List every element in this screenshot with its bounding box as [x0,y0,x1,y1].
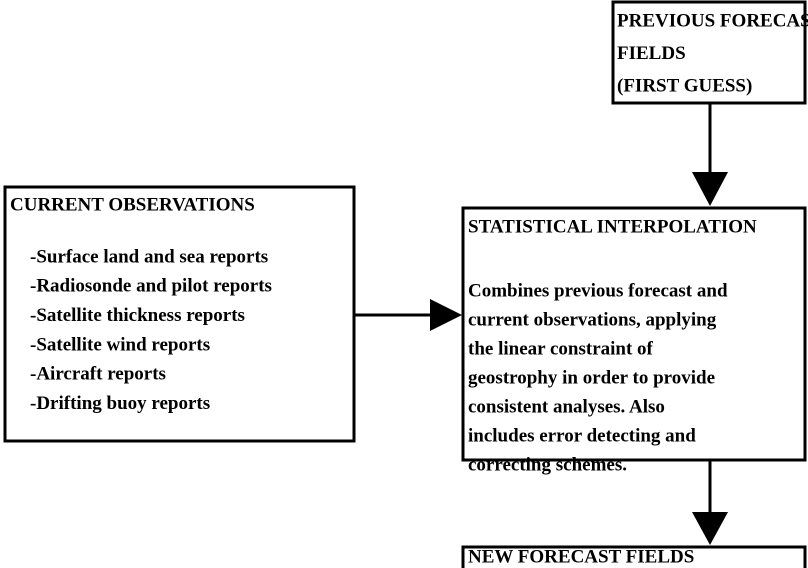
node-text: FIELDS [617,43,686,64]
node-title: NEW FORECAST FIELDS [468,546,694,567]
node-text: -Drifting buoy reports [30,393,210,414]
node-title: STATISTICAL INTERPOLATION [468,216,757,237]
node-text: geostrophy in order to provide [468,367,715,388]
previous-forecast-box [611,0,807,105]
arrow-head [430,299,462,331]
node-text: Combines previous forecast and [468,280,728,301]
node-text: -Surface land and sea reports [30,246,268,267]
node-text: -Satellite wind reports [30,334,210,355]
node-text: current observations, applying [468,309,717,330]
current-observations-box [3,185,356,443]
statistical-interpolation-box [461,206,807,462]
node-text: -Aircraft reports [30,364,166,385]
arrow-head [692,172,728,206]
node-text: consistent analyses. Also [468,396,665,417]
node-text: correcting schemes. [468,454,627,475]
node-text: includes error detecting and [468,425,696,446]
new-forecast-box [461,545,807,568]
node-text: (FIRST GUESS) [617,75,752,96]
node-text: -Radiosonde and pilot reports [30,276,272,297]
node-title: CURRENT OBSERVATIONS [10,194,255,215]
node-text: -Satellite thickness reports [30,305,245,326]
node-text: PREVIOUS FORECAST [617,10,808,31]
arrow-head [692,512,728,545]
node-text: the linear constraint of [468,338,654,359]
